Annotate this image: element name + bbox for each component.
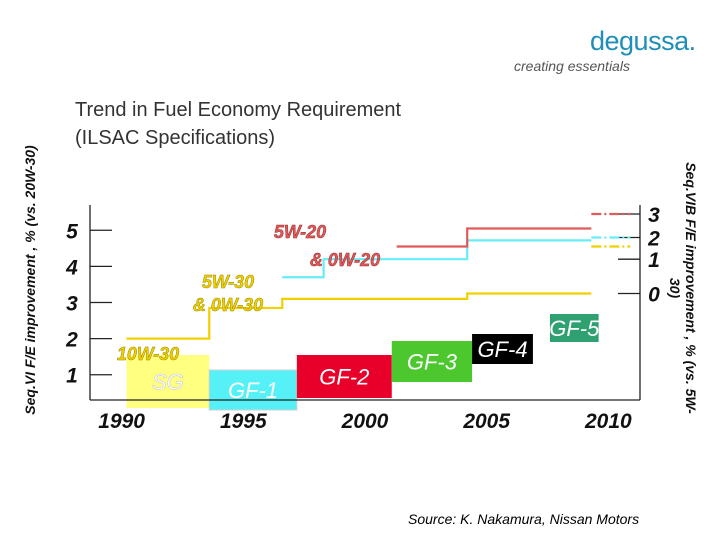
x-tick-label: 1990 — [98, 410, 145, 433]
title-line-1: Trend in Fuel Economy Requirement — [75, 99, 402, 121]
y-right-tick-label: 2 — [647, 228, 660, 251]
series-line-4 — [396, 227, 592, 248]
spec-box-gf-2 — [296, 355, 392, 398]
y-right-tick-label: 0 — [648, 283, 660, 306]
spec-label-gf-3: GF-3 — [407, 350, 458, 375]
y-left-tick-label: 3 — [66, 293, 78, 316]
y-left-tick-label: 1 — [66, 365, 78, 388]
spec-label-gf-2: GF-2 — [319, 365, 369, 390]
title-line-2: (ILSAC Specifications) — [75, 127, 276, 149]
series-label: & 0W-30 — [193, 295, 263, 315]
brand-logo: degussa. — [590, 26, 696, 56]
x-tick-label: 2005 — [462, 410, 510, 433]
source-note: Source: K. Nakamura, Nissan Motors — [408, 511, 640, 527]
series-line-2 — [282, 239, 592, 279]
x-tick-label: 2000 — [341, 410, 389, 433]
x-tick-label: 1995 — [220, 410, 267, 433]
series-label: & 0W-20 — [310, 250, 380, 270]
series-line-0 — [126, 292, 592, 340]
y-left-tick-label: 5 — [66, 220, 78, 243]
spec-box-gf-3 — [391, 341, 473, 382]
spec-label-sg: SG — [152, 370, 184, 395]
spec-box-gf-1 — [208, 369, 298, 411]
spec-box-gf-4 — [472, 334, 533, 364]
y-right-tick-label: 3 — [648, 204, 660, 227]
spec-box-sg — [126, 355, 210, 408]
series-label: 5W-30 — [202, 272, 254, 292]
page-title: Trend in Fuel Economy Requirement (ILSAC… — [75, 96, 555, 152]
y-left-tick-label: 4 — [65, 256, 78, 279]
series-label: 10W-30 — [117, 344, 179, 364]
series-label: 5W-20 — [274, 222, 326, 242]
spec-box-gf-5 — [549, 314, 599, 342]
y-left-tick-label: 2 — [65, 329, 78, 352]
x-tick-label: 2010 — [584, 410, 632, 433]
spec-label-gf-5: GF-5 — [549, 316, 600, 341]
spec-label-gf-4: GF-4 — [477, 337, 527, 362]
spec-label-gf-1: GF-1 — [228, 378, 278, 403]
y-right-tick-label: 1 — [648, 249, 660, 272]
brand-tagline: creating essentials — [514, 58, 630, 74]
